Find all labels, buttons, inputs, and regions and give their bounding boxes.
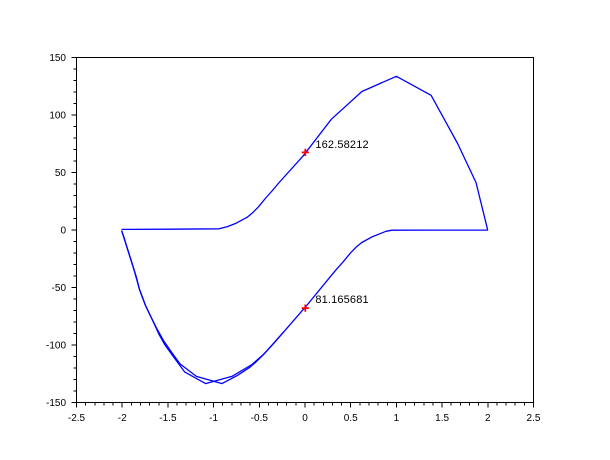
svg-text:1.5: 1.5 (435, 413, 449, 424)
svg-text:-150: -150 (46, 398, 66, 409)
svg-text:-2: -2 (118, 413, 127, 424)
svg-text:1: 1 (394, 413, 400, 424)
svg-text:-1.5: -1.5 (159, 413, 177, 424)
svg-text:150: 150 (49, 53, 66, 64)
svg-text:-0.5: -0.5 (251, 413, 269, 424)
svg-text:162.58212: 162.58212 (315, 139, 368, 151)
svg-text:2.5: 2.5 (527, 413, 541, 424)
svg-text:2: 2 (485, 413, 491, 424)
svg-text:81.165681: 81.165681 (315, 294, 368, 306)
svg-text:-50: -50 (52, 283, 67, 294)
svg-text:0.5: 0.5 (344, 413, 358, 424)
svg-text:50: 50 (55, 168, 67, 179)
svg-text:0: 0 (60, 226, 66, 237)
svg-text:0: 0 (302, 413, 308, 424)
svg-text:-100: -100 (46, 341, 66, 352)
svg-text:-1: -1 (209, 413, 218, 424)
svg-text:100: 100 (49, 111, 66, 122)
svg-text:-2.5: -2.5 (68, 413, 86, 424)
